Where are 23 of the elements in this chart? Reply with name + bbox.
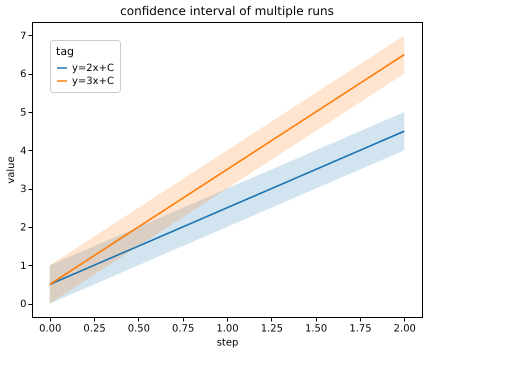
legend-label: y=2x+C — [72, 63, 114, 74]
y-tick-label: 3 — [20, 184, 26, 196]
x-tick-label: 1.00 — [216, 324, 239, 334]
x-tick-label: 0.75 — [172, 324, 194, 334]
x-tick-label: 1.75 — [349, 324, 372, 334]
x-tick-label: 0.50 — [128, 324, 150, 334]
legend-title: tag — [56, 45, 74, 58]
chart-title: confidence interval of multiple runs — [120, 4, 334, 18]
x-axis-title: step — [216, 338, 238, 348]
y-tick-label: 5 — [20, 108, 26, 119]
x-tick-label: 2.00 — [394, 324, 416, 334]
x-tick-label: 1.50 — [305, 324, 328, 334]
x-tick-label: 1.25 — [260, 324, 283, 334]
y-axis-title: value — [6, 156, 18, 184]
y-tick-label: 2 — [20, 222, 26, 234]
y-tick-label: 0 — [20, 299, 26, 310]
y-tick-label: 6 — [20, 69, 26, 80]
y-tick-label: 7 — [20, 30, 26, 42]
x-tick-label: 0.00 — [39, 324, 62, 334]
y-tick-label: 1 — [20, 260, 26, 272]
y-tick-label: 4 — [20, 146, 26, 157]
x-tick-label: 0.25 — [83, 324, 106, 334]
legend-label: y=3x+C — [72, 76, 114, 87]
